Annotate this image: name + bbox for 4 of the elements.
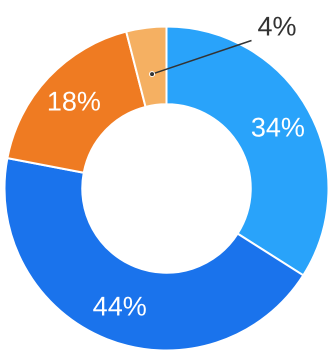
data-label: 18% [46,86,101,116]
data-label: 4% [258,12,297,42]
data-label: 34% [250,112,305,142]
data-label: 44% [92,292,147,322]
